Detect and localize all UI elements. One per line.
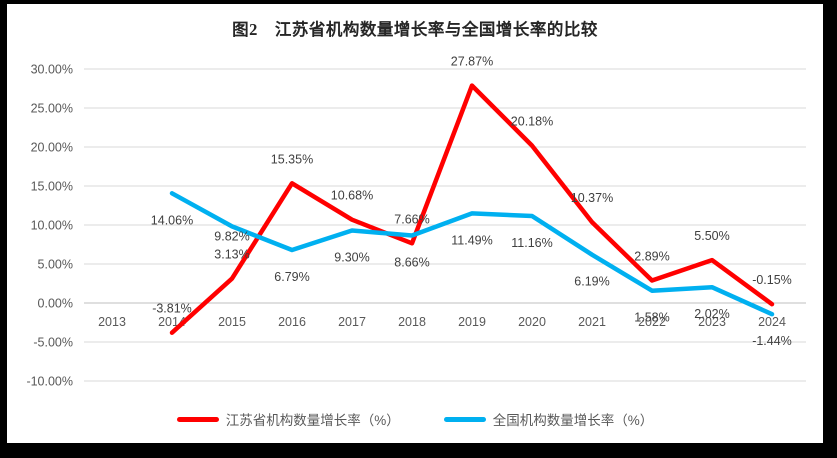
- x-axis-label: 2013: [98, 315, 126, 329]
- chart-title: 图2 江苏省机构数量增长率与全国增长率的比较: [232, 20, 598, 39]
- data-label-national: 1.58%: [634, 311, 669, 325]
- chart-container: 图2 江苏省机构数量增长率与全国增长率的比较 30.00% 25.00% 20.00…: [7, 4, 823, 443]
- x-axis-label: 2017: [338, 315, 366, 329]
- x-axis-label: 2023: [698, 315, 726, 329]
- y-axis-label: 0.00%: [38, 297, 73, 311]
- y-axis-label: 20.00%: [31, 141, 73, 155]
- data-label-jiangsu: 7.66%: [394, 212, 429, 226]
- data-label-national: 8.66%: [394, 256, 429, 270]
- data-label-jiangsu: 27.87%: [451, 55, 493, 69]
- data-label-jiangsu: 20.18%: [511, 115, 553, 129]
- series-lines-group: [169, 83, 775, 335]
- data-label-national: 6.19%: [574, 275, 609, 289]
- legend-label-national: 全国机构数量增长率（%）: [492, 413, 654, 428]
- x-axis-label: 2021: [578, 315, 606, 329]
- y-axis-label: 30.00%: [31, 63, 73, 77]
- chart-canvas: 30.00% 25.00% 20.00% 15.00% 10.00% 5.00% 0.00%…: [26, 55, 806, 389]
- data-label-national: 11.16%: [511, 236, 552, 250]
- legend-item-jiangsu: 江苏省机构数量增长率（%）: [176, 409, 400, 429]
- y-axis-label: 10.00%: [31, 219, 73, 233]
- y-axis-label: 5.00%: [38, 258, 73, 272]
- series-line-national: [169, 191, 775, 317]
- legend-label-jiangsu: 江苏省机构数量增长率（%）: [225, 413, 400, 428]
- x-axis-label: 2015: [218, 315, 246, 329]
- y-axis-label: -10.00%: [26, 375, 73, 389]
- x-axis-label: 2018: [398, 315, 426, 329]
- data-label-jiangsu: -3.81%: [152, 302, 192, 316]
- x-axis-label: 2020: [518, 315, 546, 329]
- legend-line-swatch-national: [443, 416, 486, 422]
- legend-line-swatch-jiangsu: [176, 416, 219, 422]
- chart-legend: 江苏省机构数量增长率（%） 全国机构数量增长率（%）: [7, 409, 823, 429]
- data-label-national: 9.30%: [334, 251, 369, 265]
- data-label-jiangsu: -0.15%: [752, 273, 792, 287]
- y-axis-label: -5.00%: [33, 336, 73, 350]
- x-axis-label: 2019: [458, 315, 486, 329]
- data-label-jiangsu: 5.50%: [694, 229, 729, 243]
- y-axis-label: 15.00%: [31, 180, 73, 194]
- axis-labels-group: 30.00% 25.00% 20.00% 15.00% 10.00% 5.00% 0.00%…: [26, 63, 786, 389]
- y-axis-label: 25.00%: [31, 102, 73, 116]
- x-axis-label: 2022: [638, 315, 666, 329]
- data-label-jiangsu: 3.13%: [214, 248, 249, 262]
- data-label-national: 14.06%: [151, 213, 193, 227]
- data-label-national: 6.79%: [274, 270, 309, 284]
- data-label-national: 2.02%: [694, 307, 729, 321]
- data-label-national: 9.82%: [214, 229, 249, 243]
- data-labels-group: -3.81% 3.13% 15.35% 10.68% 7.66% 27.87% 20.18%…: [151, 55, 792, 349]
- x-axis-label: 2016: [278, 315, 306, 329]
- data-label-jiangsu: 10.37%: [571, 191, 613, 205]
- x-axis-label: 2024: [758, 315, 786, 329]
- data-label-national: -1.44%: [752, 334, 792, 348]
- legend-item-national: 全国机构数量增长率（%）: [443, 409, 654, 429]
- data-label-jiangsu: 2.89%: [634, 250, 669, 264]
- data-label-national: 11.49%: [451, 233, 492, 247]
- data-label-jiangsu: 10.68%: [331, 189, 373, 203]
- data-label-jiangsu: 15.35%: [271, 152, 313, 166]
- series-line-jiangsu: [169, 83, 775, 335]
